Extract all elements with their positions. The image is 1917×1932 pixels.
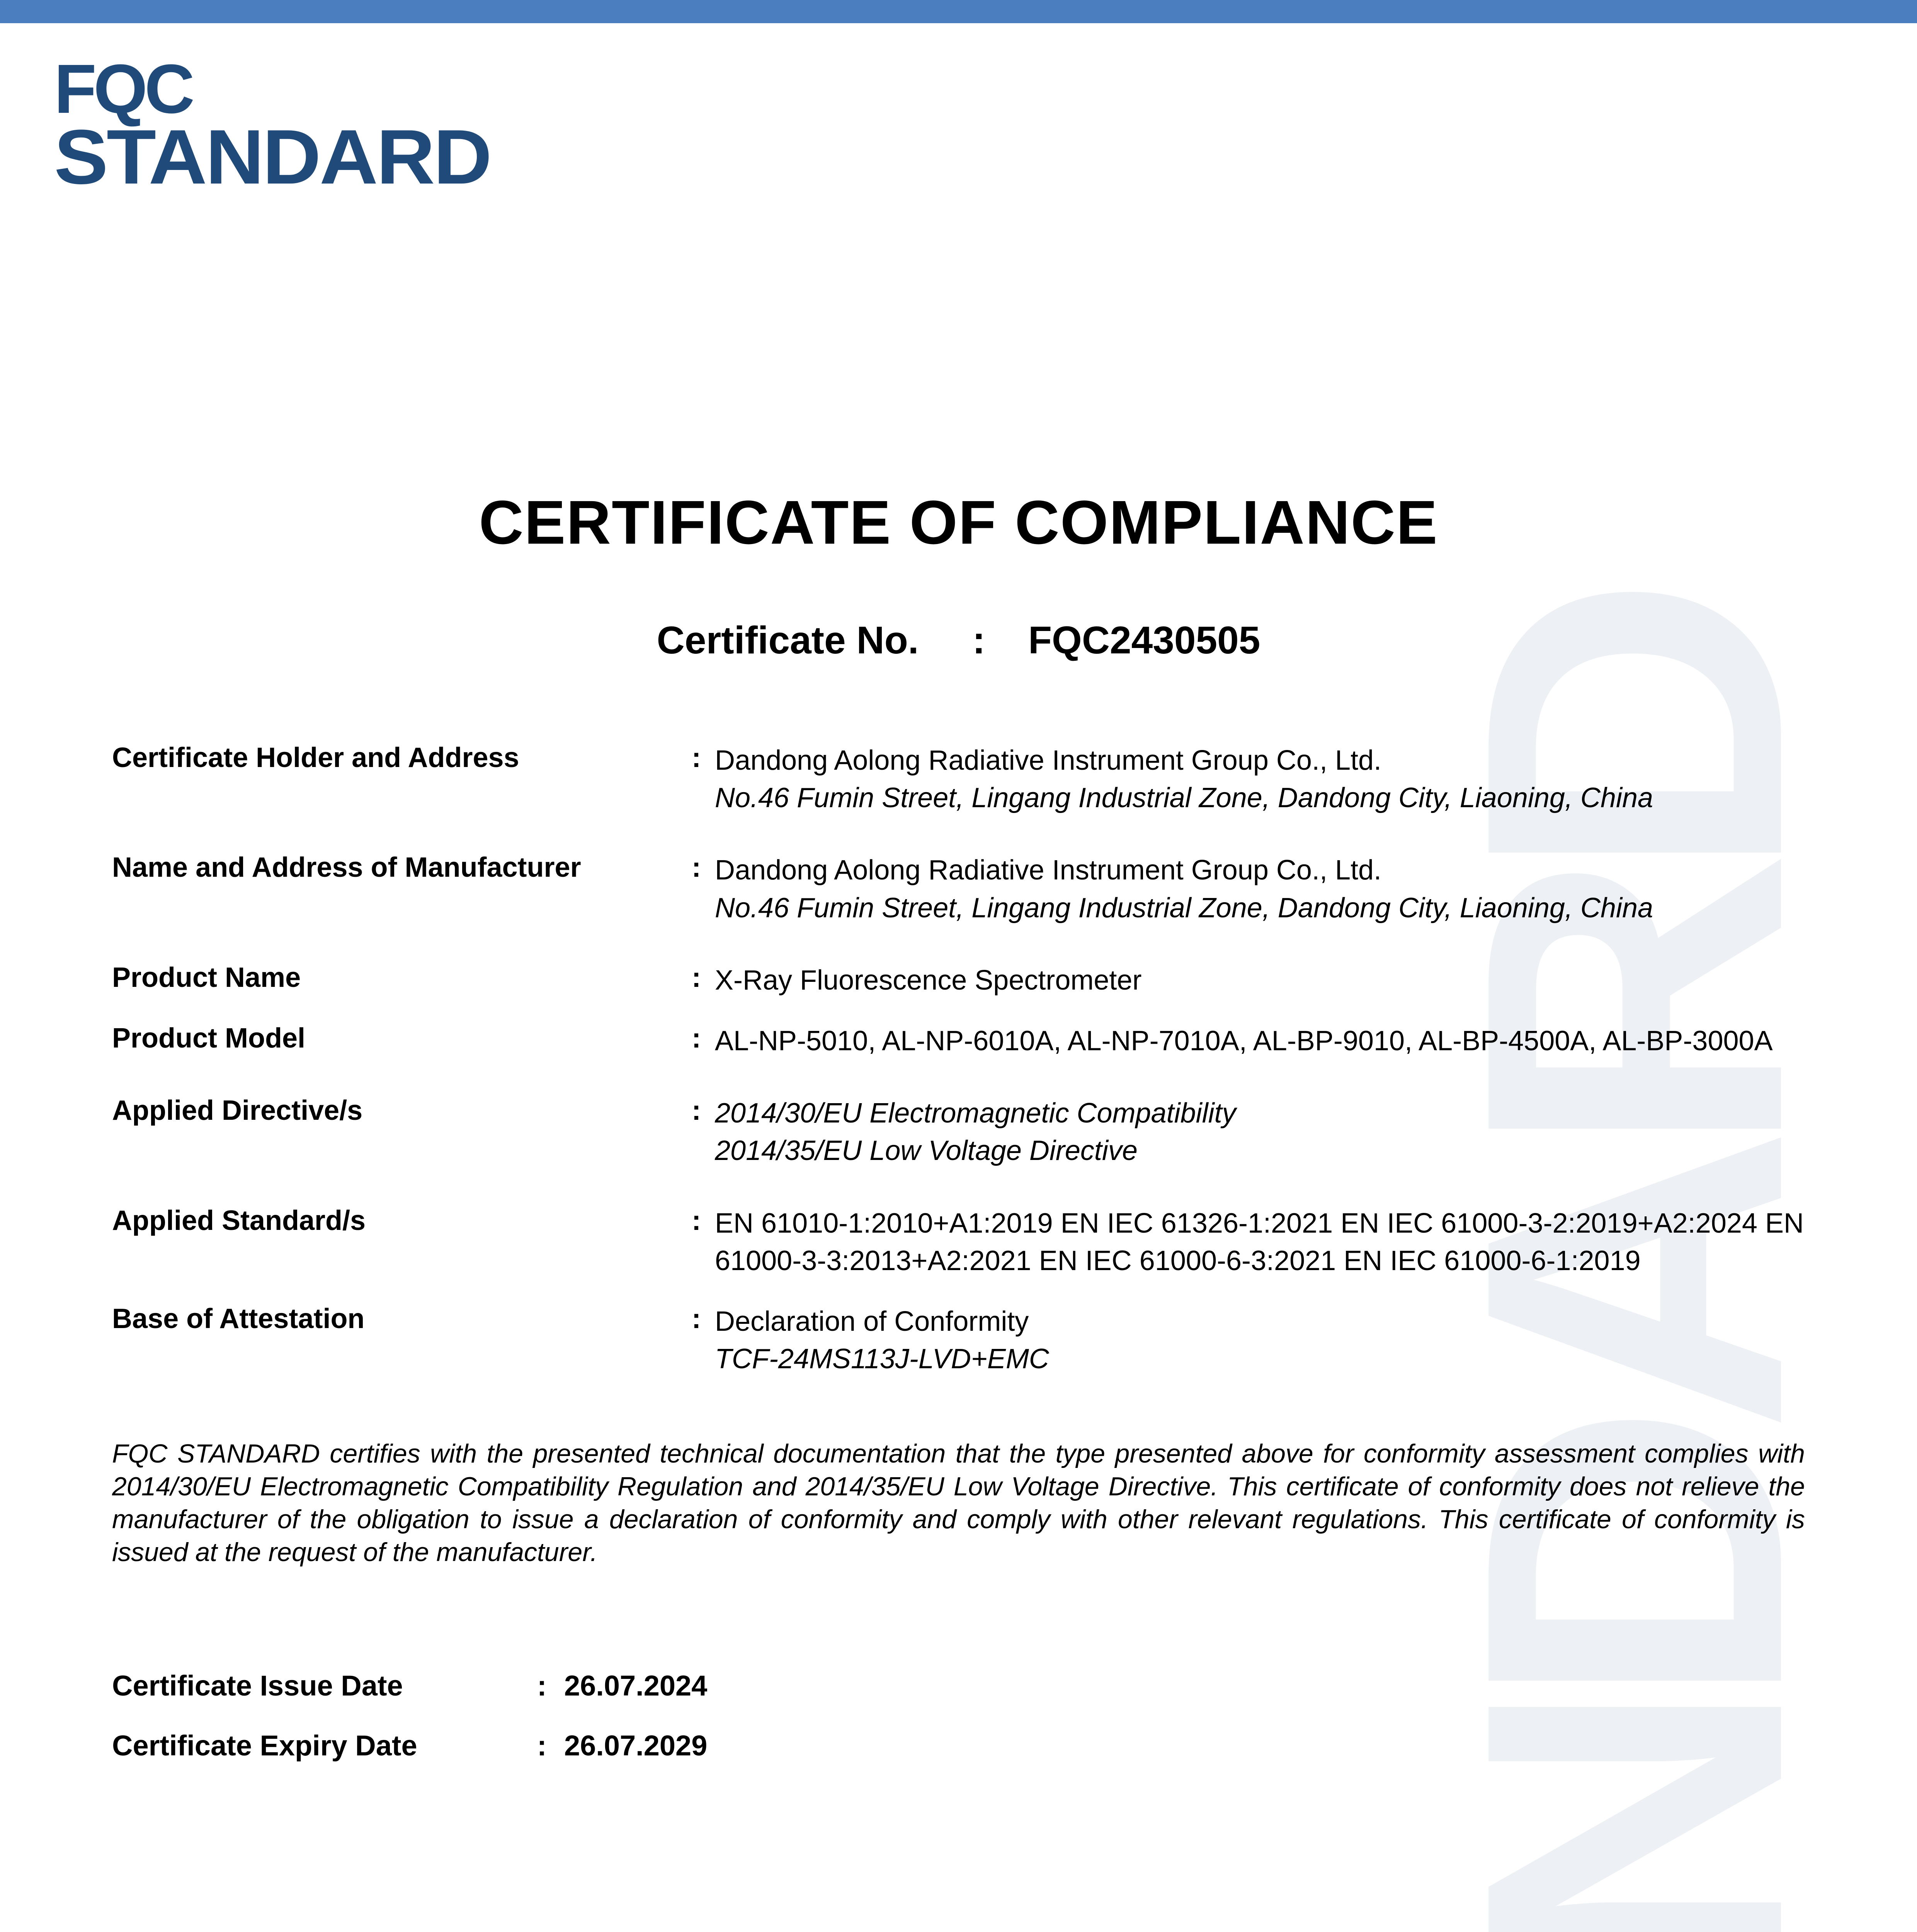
holder-name: Dandong Aolong Radiative Instrument Grou… — [715, 745, 1381, 776]
holder-address: No.46 Fumin Street, Lingang Industrial Z… — [715, 779, 1805, 817]
field-holder: Certificate Holder and Address : Dandong… — [112, 742, 1805, 817]
field-value: X-Ray Fluorescence Spectrometer — [715, 962, 1805, 999]
disclaimer-text: FQC STANDARD certifies with the presente… — [112, 1437, 1805, 1569]
logo-line2: STANDARD — [54, 121, 490, 194]
field-value: AL-NP-5010, AL-NP-6010A, AL-NP-7010A, AL… — [715, 1022, 1805, 1060]
colon: : — [692, 1303, 715, 1335]
field-attestation: Base of Attestation : Declaration of Con… — [112, 1303, 1805, 1378]
field-label: Product Name — [112, 962, 692, 993]
cert-no-separator: : — [973, 619, 985, 662]
directive-1: 2014/30/EU Electromagnetic Compatibility — [715, 1098, 1236, 1129]
expiry-date-label: Certificate Expiry Date — [112, 1729, 537, 1762]
issue-date-value: 26.07.2024 — [564, 1669, 707, 1702]
colon: : — [537, 1669, 564, 1702]
cert-no-label: Certificate No. — [657, 619, 919, 662]
dates-block: Certificate Issue Date : 26.07.2024 Cert… — [112, 1669, 707, 1789]
field-standards: Applied Standard/s : EN 61010-1:2010+A1:… — [112, 1205, 1805, 1280]
logo: FQC STANDARD — [54, 58, 469, 194]
issue-date-label: Certificate Issue Date — [112, 1669, 537, 1702]
field-value: 2014/30/EU Electromagnetic Compatibility… — [715, 1095, 1805, 1170]
field-label: Certificate Holder and Address — [112, 742, 692, 774]
field-product-name: Product Name : X-Ray Fluorescence Spectr… — [112, 962, 1805, 999]
colon: : — [692, 1022, 715, 1054]
expiry-date-row: Certificate Expiry Date : 26.07.2029 — [112, 1729, 707, 1762]
field-manufacturer: Name and Address of Manufacturer : Dando… — [112, 852, 1805, 927]
attestation-line1: Declaration of Conformity — [715, 1306, 1029, 1337]
cert-no-value: FQC2430505 — [1028, 619, 1260, 662]
top-bar — [0, 0, 1917, 23]
field-value: Dandong Aolong Radiative Instrument Grou… — [715, 852, 1805, 927]
field-label: Base of Attestation — [112, 1303, 692, 1335]
field-directives: Applied Directive/s : 2014/30/EU Electro… — [112, 1095, 1805, 1170]
field-value: Dandong Aolong Radiative Instrument Grou… — [715, 742, 1805, 817]
expiry-date-value: 26.07.2029 — [564, 1729, 707, 1762]
field-value: Declaration of Conformity TCF-24MS113J-L… — [715, 1303, 1805, 1378]
field-value: EN 61010-1:2010+A1:2019 EN IEC 61326-1:2… — [715, 1205, 1805, 1280]
attestation-line2: TCF-24MS113J-LVD+EMC — [715, 1344, 1049, 1374]
field-label: Applied Directive/s — [112, 1095, 692, 1126]
colon: : — [692, 1205, 715, 1236]
certificate-title: CERTIFICATE OF COMPLIANCE — [0, 487, 1917, 558]
logo-line1: FQC — [54, 58, 469, 121]
fields-block: Certificate Holder and Address : Dandong… — [112, 742, 1805, 1413]
certificate-number-row: Certificate No. : FQC2430505 — [0, 618, 1917, 663]
field-product-model: Product Model : AL-NP-5010, AL-NP-6010A,… — [112, 1022, 1805, 1060]
field-label: Product Model — [112, 1022, 692, 1054]
field-label: Applied Standard/s — [112, 1205, 692, 1236]
issue-date-row: Certificate Issue Date : 26.07.2024 — [112, 1669, 707, 1702]
manufacturer-name: Dandong Aolong Radiative Instrument Grou… — [715, 855, 1381, 886]
colon: : — [692, 852, 715, 883]
directive-2: 2014/35/EU Low Voltage Directive — [715, 1135, 1138, 1166]
field-label: Name and Address of Manufacturer — [112, 852, 692, 883]
manufacturer-address: No.46 Fumin Street, Lingang Industrial Z… — [715, 889, 1805, 927]
colon: : — [692, 962, 715, 993]
colon: : — [692, 742, 715, 774]
colon: : — [537, 1729, 564, 1762]
colon: : — [692, 1095, 715, 1126]
